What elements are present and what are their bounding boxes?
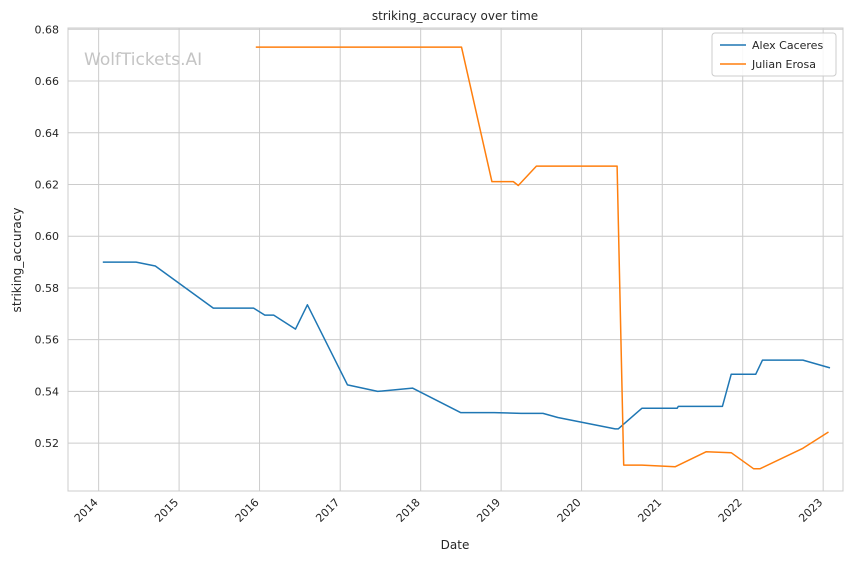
x-axis-label: Date <box>441 538 470 552</box>
legend-label: Julian Erosa <box>751 58 816 71</box>
legend: Alex Caceres Julian Erosa <box>711 32 837 77</box>
legend-label: Alex Caceres <box>752 39 823 52</box>
y-tick-label: 0.66 <box>35 75 60 88</box>
chart-title: striking_accuracy over time <box>372 9 538 23</box>
plot-frame <box>67 27 844 492</box>
y-tick-label: 0.62 <box>35 178 60 191</box>
y-tick-label: 0.54 <box>35 385 60 398</box>
series-line-1 <box>102 261 831 430</box>
y-tick-label: 0.68 <box>35 23 60 36</box>
watermark: WolfTickets.AI <box>84 50 202 70</box>
y-axis-label: striking_accuracy <box>10 208 24 313</box>
y-tick-label: 0.58 <box>35 282 60 295</box>
legend-box <box>711 32 837 77</box>
y-tick-label: 0.56 <box>35 334 60 347</box>
y-tick-label: 0.60 <box>35 230 60 243</box>
y-axis-ticks: 0.52 0.54 0.56 0.58 0.60 0.62 0.64 0.66 0.68 <box>35 23 60 450</box>
grid <box>68 28 843 491</box>
series-lines <box>102 46 831 470</box>
series-line-2 <box>255 46 829 470</box>
y-tick-label: 0.64 <box>35 127 60 140</box>
y-tick-label: 0.52 <box>35 437 60 450</box>
